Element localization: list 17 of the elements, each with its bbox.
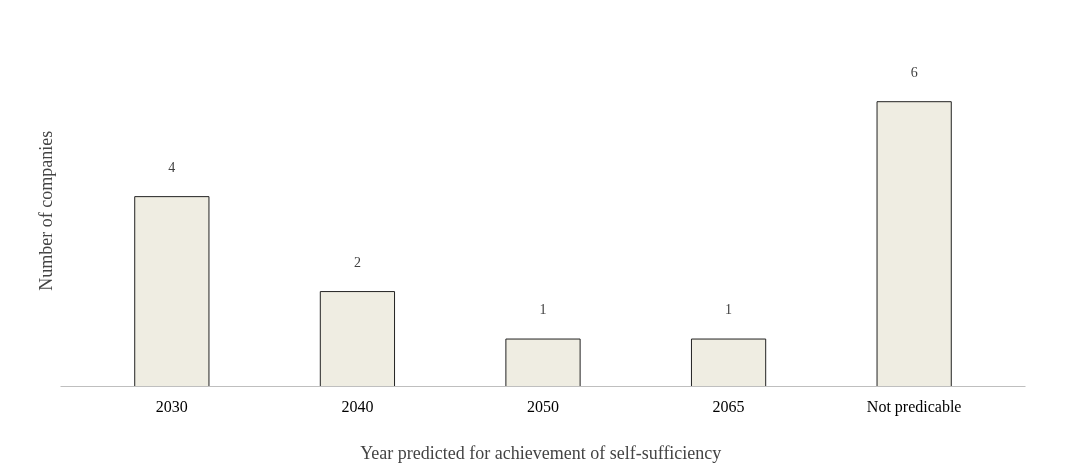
bar [505, 338, 581, 387]
bar [690, 338, 767, 387]
bar [876, 101, 952, 387]
bar [134, 196, 210, 387]
x-axis-title: Year predicted for achievement of self-sufficiency [360, 442, 722, 463]
x-tick-label: Not predicable [866, 397, 962, 416]
x-tick-label: 2065 [712, 397, 745, 415]
bar [319, 291, 396, 387]
data-label: 6 [910, 64, 918, 80]
data-label: 1 [725, 302, 733, 318]
x-tick-label: 2040 [341, 397, 374, 415]
x-tick-label: 2050 [527, 397, 559, 415]
data-label: 1 [539, 302, 547, 318]
data-label: 4 [168, 159, 176, 175]
y-axis-title: Number of companies [35, 130, 56, 291]
x-tick-label: 2030 [155, 397, 188, 415]
data-label: 2 [353, 254, 361, 270]
